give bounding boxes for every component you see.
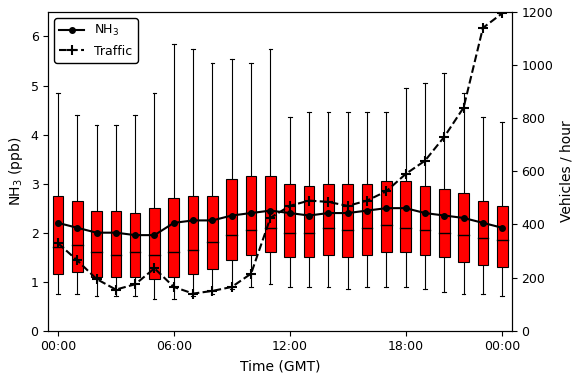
- Bar: [323, 184, 333, 255]
- Bar: [362, 184, 372, 255]
- Bar: [400, 181, 411, 252]
- Bar: [439, 188, 450, 257]
- Bar: [207, 196, 218, 269]
- Bar: [91, 211, 102, 277]
- Bar: [188, 196, 198, 274]
- Bar: [53, 196, 63, 274]
- Bar: [381, 181, 392, 252]
- Bar: [477, 201, 488, 264]
- Bar: [497, 206, 508, 267]
- Bar: [72, 201, 82, 272]
- Bar: [304, 186, 314, 257]
- Bar: [168, 198, 179, 277]
- Bar: [342, 184, 353, 257]
- Bar: [420, 186, 430, 255]
- Bar: [226, 179, 237, 260]
- Bar: [265, 176, 276, 252]
- Bar: [111, 211, 121, 277]
- Legend: NH$_3$, Traffic: NH$_3$, Traffic: [55, 18, 137, 63]
- Bar: [284, 184, 295, 257]
- Bar: [130, 213, 140, 277]
- X-axis label: Time (GMT): Time (GMT): [240, 359, 320, 373]
- Y-axis label: Vehicles / hour: Vehicles / hour: [559, 120, 573, 222]
- Bar: [149, 208, 160, 279]
- Bar: [246, 176, 256, 255]
- Y-axis label: NH$_3$ (ppb): NH$_3$ (ppb): [7, 137, 25, 206]
- Bar: [458, 193, 469, 262]
